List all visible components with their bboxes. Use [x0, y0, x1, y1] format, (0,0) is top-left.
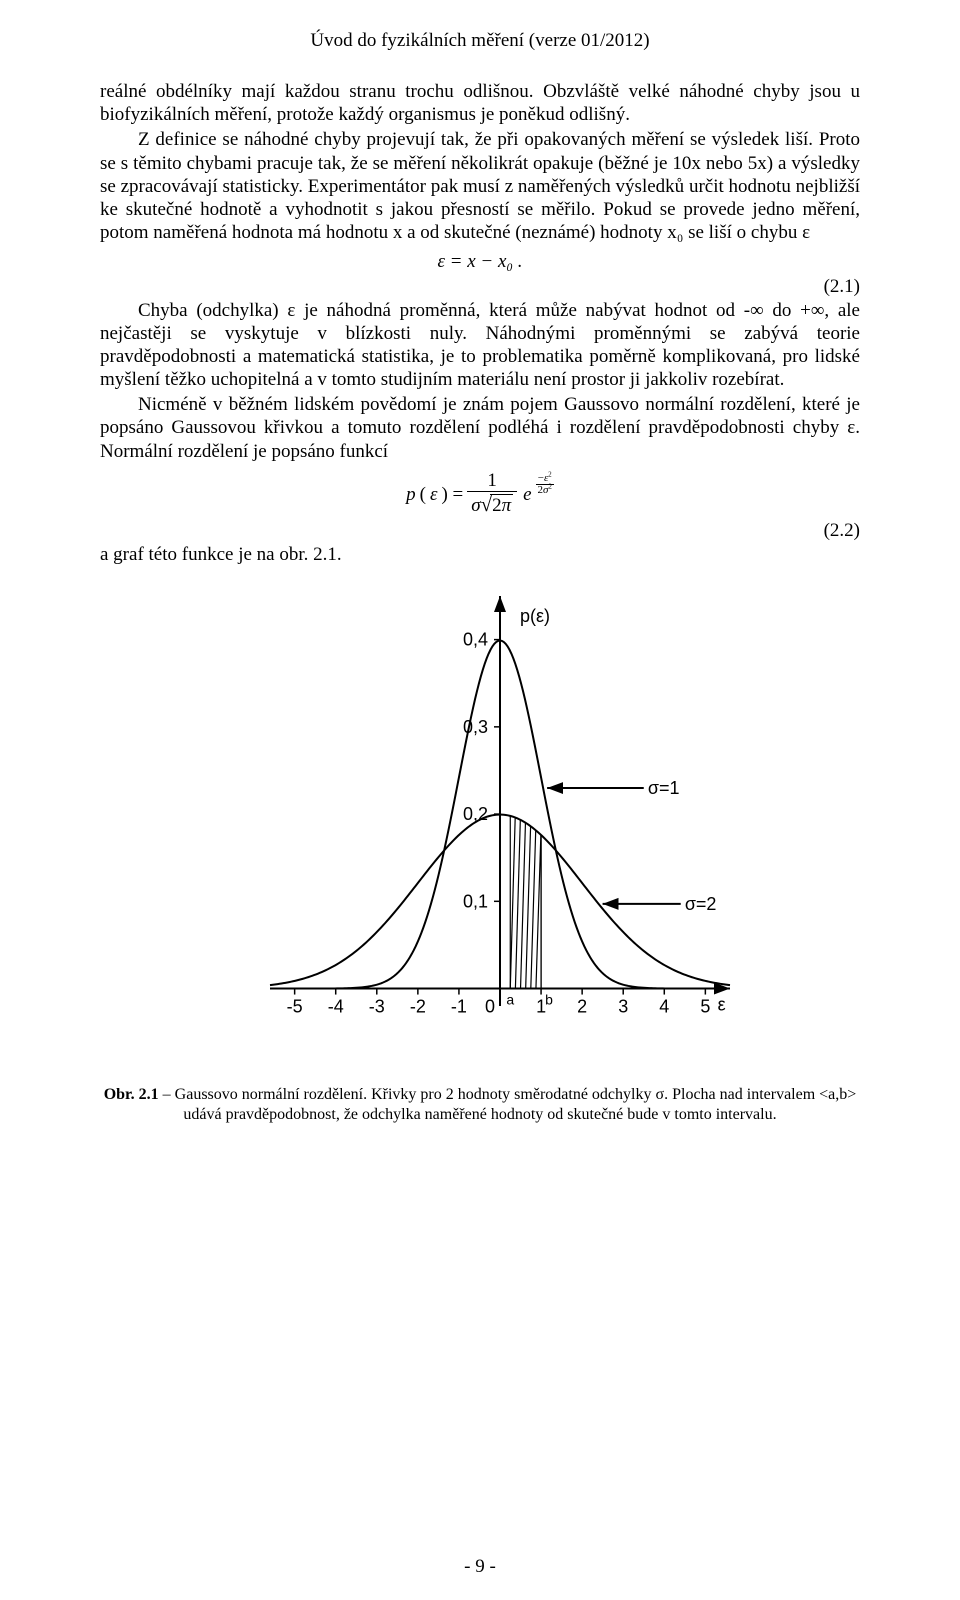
equation-2: p(ε) = 1 σ√2π e −ε2 2σ2 [100, 471, 860, 518]
page-header: Úvod do fyzikálních měření (verze 01/201… [100, 30, 860, 52]
paragraph-5: a graf této funkce je na obr. 2.1. [100, 543, 860, 566]
svg-text:σ=1: σ=1 [648, 778, 680, 798]
equation-1-number: (2.1) [100, 275, 860, 298]
svg-text:4: 4 [659, 996, 669, 1016]
paragraph-1: reálné obdélníky mají každou stranu troc… [100, 80, 860, 126]
svg-text:b: b [545, 991, 553, 1007]
figure-caption-text: – Gaussovo normální rozdělení. Křivky pr… [159, 1086, 857, 1123]
figure-caption: Obr. 2.1 – Gaussovo normální rozdělení. … [100, 1085, 860, 1125]
gaussian-chart: -5-4-3-2-11234500,10,20,30,4p(ε)εabσ=1σ=… [100, 576, 860, 1061]
gaussian-chart-svg: -5-4-3-2-11234500,10,20,30,4p(ε)εabσ=1σ=… [210, 576, 750, 1056]
body-text: reálné obdélníky mají každou stranu troc… [100, 80, 860, 566]
svg-text:0: 0 [485, 996, 495, 1016]
svg-text:-3: -3 [369, 996, 385, 1016]
svg-text:-1: -1 [451, 996, 467, 1016]
equation-1: ε = x − x₀ . [100, 250, 860, 273]
svg-text:σ=2: σ=2 [685, 894, 717, 914]
paragraph-2: Z definice se náhodné chyby projevují ta… [100, 128, 860, 244]
page-footer: - 9 - [0, 1556, 960, 1578]
svg-text:2: 2 [577, 996, 587, 1016]
svg-text:3: 3 [618, 996, 628, 1016]
svg-text:5: 5 [700, 996, 710, 1016]
figure-caption-label: Obr. 2.1 [104, 1086, 159, 1103]
svg-text:0,1: 0,1 [463, 891, 488, 911]
svg-text:0,4: 0,4 [463, 629, 488, 649]
svg-text:a: a [506, 991, 514, 1007]
svg-text:p(ε): p(ε) [520, 606, 550, 626]
svg-text:-5: -5 [287, 996, 303, 1016]
paragraph-3: Chyba (odchylka) ε je náhodná proměnná, … [100, 299, 860, 392]
paragraph-4: Nicméně v běžném lidském povědomí je zná… [100, 393, 860, 463]
svg-text:ε: ε [718, 994, 726, 1014]
svg-text:-4: -4 [328, 996, 344, 1016]
equation-2-number: (2.2) [100, 519, 860, 542]
svg-text:-2: -2 [410, 996, 426, 1016]
